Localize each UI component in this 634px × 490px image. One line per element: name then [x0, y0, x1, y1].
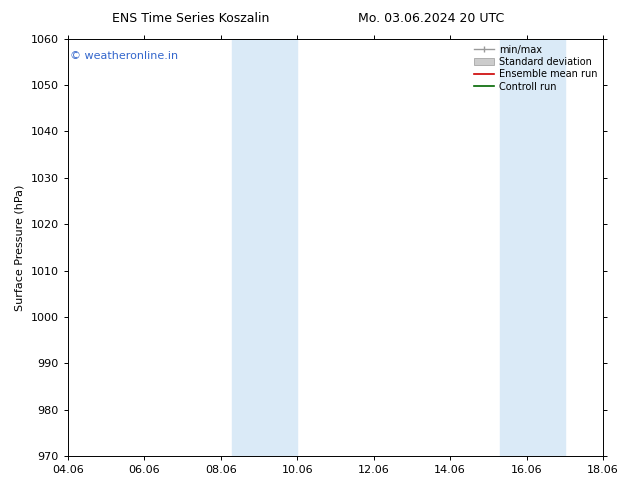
Text: ENS Time Series Koszalin: ENS Time Series Koszalin	[112, 12, 269, 25]
Bar	[232, 39, 297, 456]
Legend: min/max, Standard deviation, Ensemble mean run, Controll run: min/max, Standard deviation, Ensemble me…	[470, 41, 601, 96]
Text: Mo. 03.06.2024 20 UTC: Mo. 03.06.2024 20 UTC	[358, 12, 504, 25]
Bar	[500, 39, 565, 456]
Text: © weatheronline.in: © weatheronline.in	[70, 51, 179, 61]
Y-axis label: Surface Pressure (hPa): Surface Pressure (hPa)	[15, 184, 25, 311]
